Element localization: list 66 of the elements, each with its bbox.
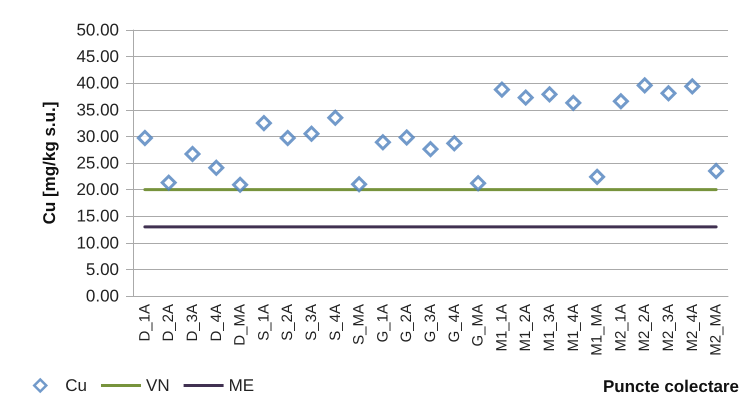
x-tick-label: M2_4A [684,304,701,352]
x-tick-label: M2_2A [636,304,654,352]
y-tick-label: 20.00 [76,180,119,200]
x-tick-label: G_MA [470,304,487,347]
legend-label: ME [228,376,254,395]
point [256,115,272,132]
y-tick-label: 10.00 [76,233,119,252]
y-tick-label: 35.00 [76,100,119,120]
x-tick-label: M1_4A [564,304,582,352]
y-tick-label: 45.00 [76,47,119,66]
x-tick-label: S_1A [255,304,272,341]
point [184,146,200,162]
y-tick-label: 15.00 [76,206,119,226]
x-tick-label: G_1A [374,304,392,342]
legend-label: Cu [65,376,87,395]
y-tick-label: 5.00 [86,260,119,279]
x-tick-label: M1_1A [493,304,510,352]
point [518,90,534,106]
point [446,135,462,152]
point [494,82,510,98]
point [422,141,438,158]
x-tick-label: M1_3A [541,304,558,352]
y-tick-label: 0.00 [86,286,119,306]
x-tick-label: D_4A [208,304,225,342]
point [470,175,486,192]
point [351,176,368,192]
point [542,86,558,102]
x-tick-label: S_MA [350,304,368,345]
x-tick-label: M2_MA [708,304,725,356]
point [160,174,177,191]
point [208,160,224,176]
x-tick-label: M2_3A [660,304,677,352]
y-tick-label: 25.00 [76,154,119,172]
point [708,162,724,179]
point [232,176,248,193]
x-tick-label: M2_1A [612,304,630,352]
x-tick-label: D_2A [160,304,178,342]
point [589,168,606,185]
x-tick-label: S_2A [279,304,296,341]
point [660,85,676,102]
x-tick-label: D_MA [232,304,249,346]
point [374,134,391,150]
point [398,129,415,146]
point [280,130,296,146]
point [327,110,344,126]
y-tick-label: 50.00 [76,20,119,40]
point [636,77,653,94]
x-tick-label: M1_MA [588,304,606,356]
x-tick-label: G_3A [422,304,439,342]
point [304,126,320,142]
point [684,78,700,94]
y-tick-label: 40.00 [76,74,119,93]
point [136,130,153,146]
x-tick-label: M1_2A [517,304,534,352]
x-tick-label: S_3A [303,304,320,341]
point [565,94,582,111]
x-axis-title: Puncte colectare [602,377,740,396]
x-tick-label: D_1A [136,304,154,342]
legend-label: VN [146,376,170,395]
x-tick-label: S_4A [326,304,344,341]
y-axis-title: Cu [mg/kg s.u.] [40,102,59,224]
x-tick-label: D_3A [184,304,201,342]
point [612,93,629,110]
y-tick-label: 30.00 [76,126,119,146]
x-tick-label: G_2A [398,304,416,342]
x-tick-label: G_4A [446,304,463,342]
